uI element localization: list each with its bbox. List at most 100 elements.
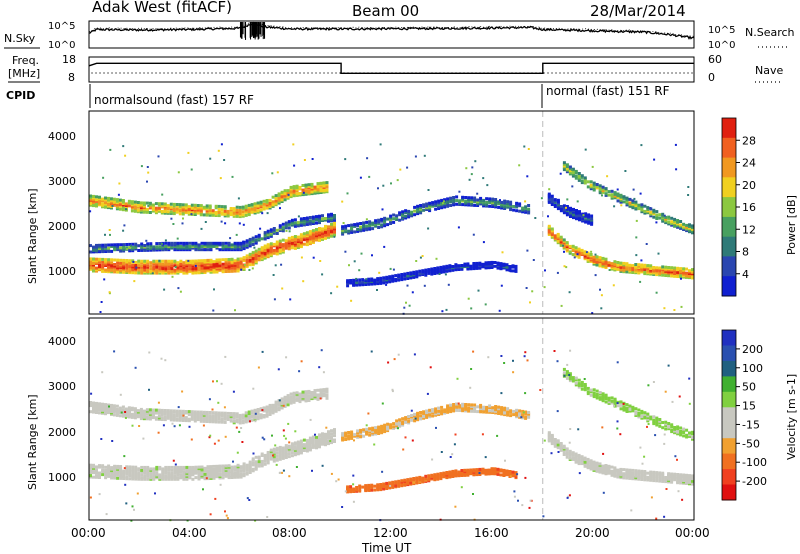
heat-cell — [185, 245, 189, 248]
heat-cell — [601, 399, 605, 403]
heat-cell — [250, 409, 254, 413]
heat-cell — [298, 398, 302, 402]
heat-cell — [667, 222, 671, 226]
heat-cell — [643, 263, 647, 267]
heat-cell — [509, 410, 513, 414]
power-colorbar-tick-label: 12 — [742, 223, 756, 236]
heat-cell — [619, 472, 623, 475]
heat-cell — [628, 201, 632, 205]
heat-speckle — [204, 221, 207, 223]
heat-cell — [263, 453, 267, 457]
heat-cell — [265, 413, 269, 417]
heat-cell — [197, 465, 201, 469]
heat-cell — [221, 476, 225, 480]
heat-cell — [263, 244, 267, 248]
heat-speckle — [154, 492, 156, 495]
heat-cell — [327, 216, 330, 220]
heat-speckle — [639, 280, 642, 283]
heat-cell — [667, 423, 671, 427]
heat-cell — [610, 399, 614, 403]
heat-cell — [209, 258, 213, 262]
power-colorbar-swatch — [722, 197, 736, 218]
heat-cell — [509, 206, 513, 210]
heat-cell — [485, 409, 489, 413]
heat-cell — [634, 207, 638, 211]
heat-cell — [419, 205, 423, 209]
heat-cell — [176, 476, 180, 480]
heat-cell — [649, 415, 653, 419]
heat-cell — [413, 412, 417, 416]
heat-speckle — [171, 422, 174, 425]
heat-cell — [251, 461, 255, 465]
heat-cell — [178, 212, 182, 216]
heat-cell — [341, 436, 345, 440]
beam-title: Beam 00 — [352, 2, 419, 20]
heat-cell — [230, 465, 234, 469]
heat-cell — [104, 246, 108, 250]
heat-cell — [122, 244, 126, 248]
heat-speckle — [179, 203, 182, 206]
heat-speckle — [472, 233, 475, 236]
heat-cell — [455, 199, 459, 203]
heat-cell — [295, 192, 299, 196]
heat-cell — [404, 416, 408, 420]
heat-cell — [137, 271, 141, 275]
heat-cell — [640, 208, 644, 212]
heat-cell — [667, 220, 671, 224]
heat-cell — [224, 270, 228, 273]
heat-cell — [598, 256, 602, 260]
heat-cell — [616, 192, 620, 196]
heat-cell — [149, 245, 153, 249]
heat-cell — [389, 423, 393, 427]
heat-cell — [577, 247, 581, 251]
heat-cell — [92, 257, 95, 261]
heat-speckle — [591, 165, 594, 168]
heat-cell — [415, 480, 419, 484]
heat-cell — [658, 213, 662, 217]
heat-cell — [296, 235, 300, 239]
heat-cell — [491, 411, 495, 414]
heat-cell — [236, 463, 240, 467]
heat-cell — [89, 402, 92, 406]
power-ylabel: Slant Range [km] — [26, 188, 39, 284]
heat-speckle — [423, 154, 426, 157]
heat-speckle — [190, 168, 193, 171]
heat-cell — [302, 438, 306, 442]
heat-cell — [419, 417, 423, 421]
heat-speckle — [271, 434, 273, 437]
heat-cell — [488, 204, 492, 208]
heat-speckle — [285, 356, 288, 359]
heat-cell — [571, 244, 575, 248]
heat-cell — [163, 211, 167, 215]
heat-cell — [556, 198, 560, 202]
heat-cell — [304, 391, 308, 395]
heat-cell — [119, 243, 123, 247]
heat-cell — [661, 219, 665, 223]
heat-cell — [640, 203, 644, 207]
heat-cell — [257, 250, 261, 254]
heat-cell — [229, 412, 233, 415]
heat-cell — [319, 187, 323, 191]
heat-speckle — [272, 274, 275, 276]
heat-cell — [131, 259, 135, 263]
heat-cell — [266, 234, 270, 238]
heat-cell — [622, 406, 626, 410]
heat-cell — [385, 481, 389, 485]
heat-cell — [266, 231, 270, 235]
heat-cell — [158, 245, 162, 249]
heat-cell — [301, 395, 305, 399]
heat-cell — [179, 473, 183, 477]
heat-cell — [568, 167, 572, 171]
heat-cell — [631, 474, 635, 478]
heat-cell — [325, 387, 329, 391]
heat-cell — [248, 258, 252, 262]
heat-cell — [321, 214, 324, 218]
heat-cell — [404, 209, 408, 213]
heat-cell — [155, 268, 159, 272]
heat-cell — [577, 255, 581, 259]
heat-cell — [401, 213, 405, 217]
heat-cell — [206, 258, 210, 262]
heat-cell — [209, 263, 213, 267]
heat-cell — [622, 405, 626, 409]
heat-cell — [604, 187, 608, 191]
